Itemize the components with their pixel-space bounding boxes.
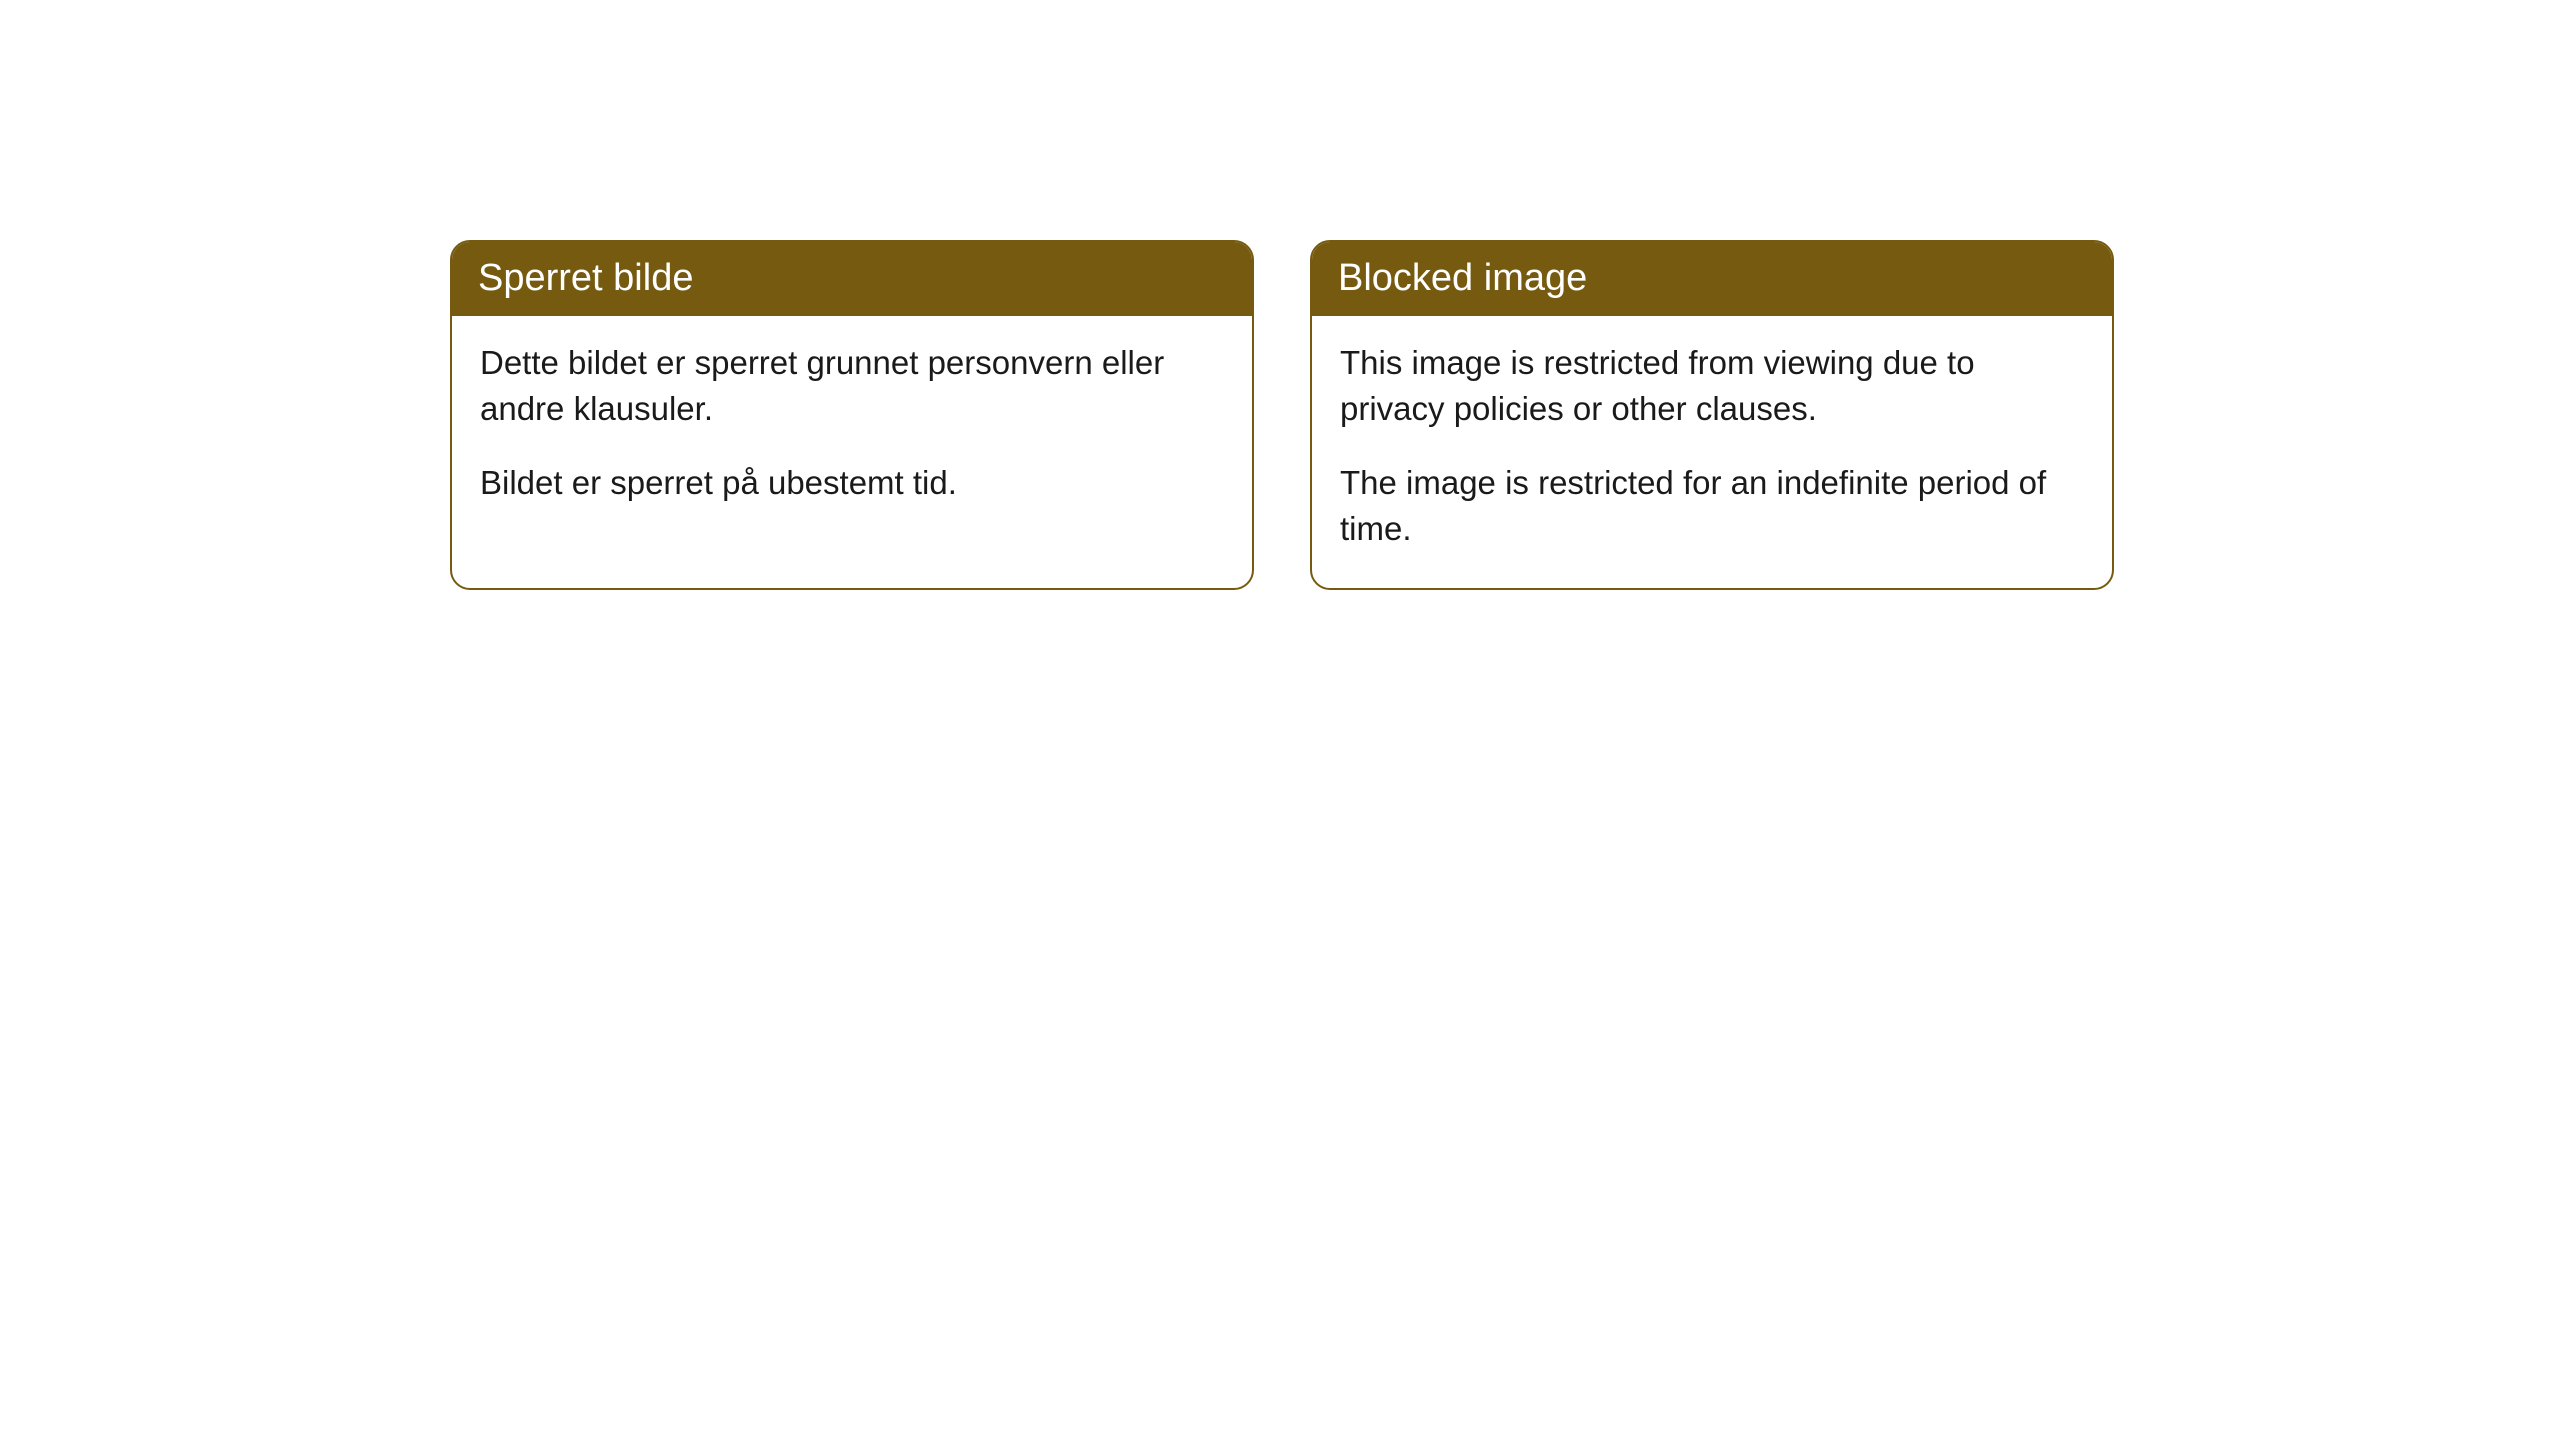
card-header: Sperret bilde xyxy=(452,242,1252,316)
notice-card-norwegian: Sperret bilde Dette bildet er sperret gr… xyxy=(450,240,1254,590)
card-title: Sperret bilde xyxy=(478,257,693,299)
card-header: Blocked image xyxy=(1312,242,2112,316)
card-body: Dette bildet er sperret grunnet personve… xyxy=(452,316,1252,543)
notice-text-2: The image is restricted for an indefinit… xyxy=(1340,460,2084,552)
card-title: Blocked image xyxy=(1338,257,1587,299)
card-body: This image is restricted from viewing du… xyxy=(1312,316,2112,589)
notice-container: Sperret bilde Dette bildet er sperret gr… xyxy=(0,0,2560,590)
notice-card-english: Blocked image This image is restricted f… xyxy=(1310,240,2114,590)
notice-text-2: Bildet er sperret på ubestemt tid. xyxy=(480,460,1224,506)
notice-text-1: This image is restricted from viewing du… xyxy=(1340,340,2084,432)
notice-text-1: Dette bildet er sperret grunnet personve… xyxy=(480,340,1224,432)
